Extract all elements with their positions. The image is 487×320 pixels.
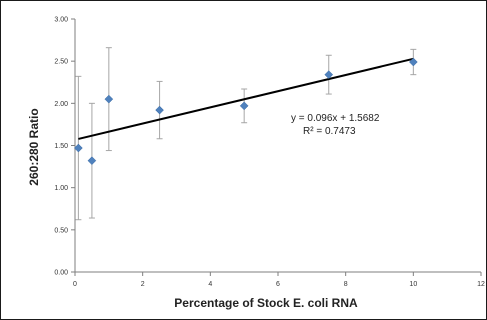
tick-labels: 0.00 0.50 1.00 1.50 2.00 2.50 3.00 0 2 4 6 8 10 12	[54, 17, 485, 289]
x-tick-label: 0	[73, 281, 77, 288]
x-tick-label: 6	[276, 281, 280, 288]
y-tick-label: 1.50	[54, 143, 68, 150]
r-squared-label: R² = 0.7473	[303, 126, 356, 137]
data-point	[155, 105, 164, 115]
y-tick-label: 1.00	[54, 185, 68, 192]
error-bars	[75, 47, 417, 221]
y-tick-label: 3.00	[54, 17, 68, 24]
y-tick-label: 0.50	[54, 227, 68, 234]
data-points	[74, 57, 418, 166]
x-axis-title: Percentage of Stock E. coli RNA	[174, 296, 358, 310]
trendline	[78, 57, 414, 140]
x-tick-label: 2	[141, 281, 145, 288]
data-point	[324, 70, 334, 80]
trendline-layer	[78, 57, 414, 140]
data-point	[87, 156, 97, 166]
x-tick-label: 8	[344, 281, 348, 288]
x-tick-label: 10	[409, 281, 417, 288]
trendline-equation: y = 0.096x + 1.5682	[291, 113, 380, 124]
y-axis-title: 260:280 Ratio	[27, 108, 41, 185]
y-tick-label: 0.00	[54, 270, 68, 277]
data-point	[104, 94, 114, 104]
y-tick-label: 2.00	[54, 101, 68, 108]
y-tick-label: 2.50	[54, 59, 68, 66]
data-point	[408, 57, 418, 67]
x-tick-label: 4	[208, 281, 212, 288]
data-point	[239, 101, 249, 111]
axes	[74, 19, 481, 273]
x-tick-label: 12	[477, 281, 485, 288]
data-point	[74, 143, 83, 153]
